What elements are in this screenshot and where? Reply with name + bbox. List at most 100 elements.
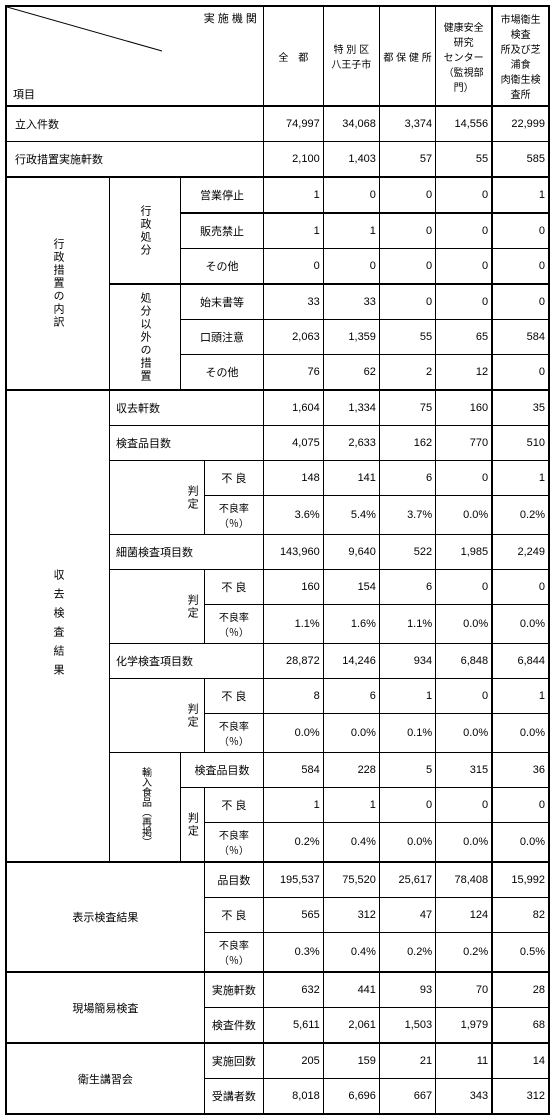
row-label: 不 良 [204, 788, 263, 823]
cell: 162 [379, 426, 435, 461]
cell: 36 [492, 753, 549, 788]
col-header-0: 全 都 [263, 6, 323, 106]
cell: 65 [436, 320, 493, 355]
cell: 1 [263, 177, 323, 213]
sub-admin-a: 行政処分 [110, 177, 181, 284]
row-label: 始末書等 [181, 284, 264, 320]
cell: 0.0% [492, 714, 549, 753]
cell: 0.0% [436, 605, 493, 644]
cell: 2,061 [323, 1008, 379, 1044]
row-label: 検査件数 [204, 1008, 263, 1044]
cell: 0 [436, 679, 493, 714]
cell: 0 [492, 249, 549, 285]
cell: 565 [263, 898, 323, 933]
cell: 205 [263, 1043, 323, 1079]
cell: 5 [379, 753, 435, 788]
row-label: その他 [181, 249, 264, 285]
cell: 3.6% [263, 496, 323, 535]
cell: 0 [263, 249, 323, 285]
display-label: 表示検査結果 [6, 862, 204, 972]
row-label: 口頭注意 [181, 320, 264, 355]
row-label: 立入件数 [6, 106, 263, 142]
cell: 1,403 [323, 142, 379, 178]
row-label: 不良率（％） [204, 496, 263, 535]
row-label: 実施軒数 [204, 972, 263, 1008]
cell: 78,408 [436, 862, 493, 898]
cell: 0 [436, 788, 493, 823]
cell: 28 [492, 972, 549, 1008]
cell: 124 [436, 898, 493, 933]
cell: 21 [379, 1043, 435, 1079]
table-row: 行政措置実施軒数 2,100 1,403 57 55 585 [6, 142, 549, 178]
cell: 0 [379, 788, 435, 823]
row-label: 営業停止 [181, 177, 264, 213]
cell: 6 [323, 679, 379, 714]
cell: 522 [379, 535, 435, 570]
cell: 1,503 [379, 1008, 435, 1044]
cell: 0 [436, 570, 493, 605]
cell: 0 [323, 249, 379, 285]
table-row: 行政措置の内訳 行政処分 営業停止 1 0 0 0 1 [6, 177, 549, 213]
cell: 0 [436, 213, 493, 249]
col-header-2: 都 保 健 所 [379, 6, 435, 106]
cell: 8,018 [263, 1079, 323, 1115]
cell: 0 [492, 284, 549, 320]
cell: 312 [323, 898, 379, 933]
cell: 6 [379, 570, 435, 605]
cell: 15,992 [492, 862, 549, 898]
cell: 1,334 [323, 390, 379, 426]
table-row: 立入件数 74,997 34,068 3,374 14,556 22,999 [6, 106, 549, 142]
cell: 0 [436, 249, 493, 285]
group-admin: 行政措置の内訳 [6, 177, 110, 390]
cell: 1 [492, 461, 549, 496]
cell: 0 [379, 249, 435, 285]
main-table: 実 施 機 関 項目 全 都 特 別 区八王子市 都 保 健 所 健康安全研究セ… [5, 5, 550, 1115]
cell: 68 [492, 1008, 549, 1044]
cell: 632 [263, 972, 323, 1008]
cell: 934 [379, 644, 435, 679]
cell: 2,633 [323, 426, 379, 461]
cell: 75 [379, 390, 435, 426]
row-label: 不良率（％） [204, 823, 263, 863]
cell: 510 [492, 426, 549, 461]
cell: 770 [436, 426, 493, 461]
header-row: 実 施 機 関 項目 全 都 特 別 区八王子市 都 保 健 所 健康安全研究セ… [6, 6, 549, 106]
cell: 0.1% [379, 714, 435, 753]
cell: 148 [263, 461, 323, 496]
cell: 6 [379, 461, 435, 496]
cell: 3.7% [379, 496, 435, 535]
cell: 6,844 [492, 644, 549, 679]
row-label: 不良率（％） [204, 714, 263, 753]
cell: 55 [379, 320, 435, 355]
cell: 76 [263, 355, 323, 391]
table-row: 現場簡易検査 実施軒数 632441937028 [6, 972, 549, 1008]
cell: 1 [492, 177, 549, 213]
group-inspect: 収去検査結果 [6, 390, 110, 862]
cell: 315 [436, 753, 493, 788]
cell: 141 [323, 461, 379, 496]
cell: 4,075 [263, 426, 323, 461]
row-label: 不 良 [204, 898, 263, 933]
cell: 441 [323, 972, 379, 1008]
cell: 0.0% [263, 714, 323, 753]
cell: 160 [436, 390, 493, 426]
cell: 584 [492, 320, 549, 355]
judge-label: 判定 [181, 461, 205, 535]
cell: 0 [379, 213, 435, 249]
cell: 25,617 [379, 862, 435, 898]
cell: 0.0% [436, 823, 493, 863]
table-row: 表示検査結果 品目数 195,53775,52025,61778,40815,9… [6, 862, 549, 898]
cell: 1 [323, 213, 379, 249]
cell: 1 [263, 788, 323, 823]
cell: 0 [492, 355, 549, 391]
cell: 8 [263, 679, 323, 714]
cell: 0.2% [492, 496, 549, 535]
cell: 0.3% [263, 933, 323, 973]
cell: 228 [323, 753, 379, 788]
row-label: 品目数 [204, 862, 263, 898]
cell: 2,249 [492, 535, 549, 570]
seminar-label: 衛生講習会 [6, 1043, 204, 1114]
cell: 5.4% [323, 496, 379, 535]
cell: 1.1% [263, 605, 323, 644]
cell: 1 [263, 213, 323, 249]
